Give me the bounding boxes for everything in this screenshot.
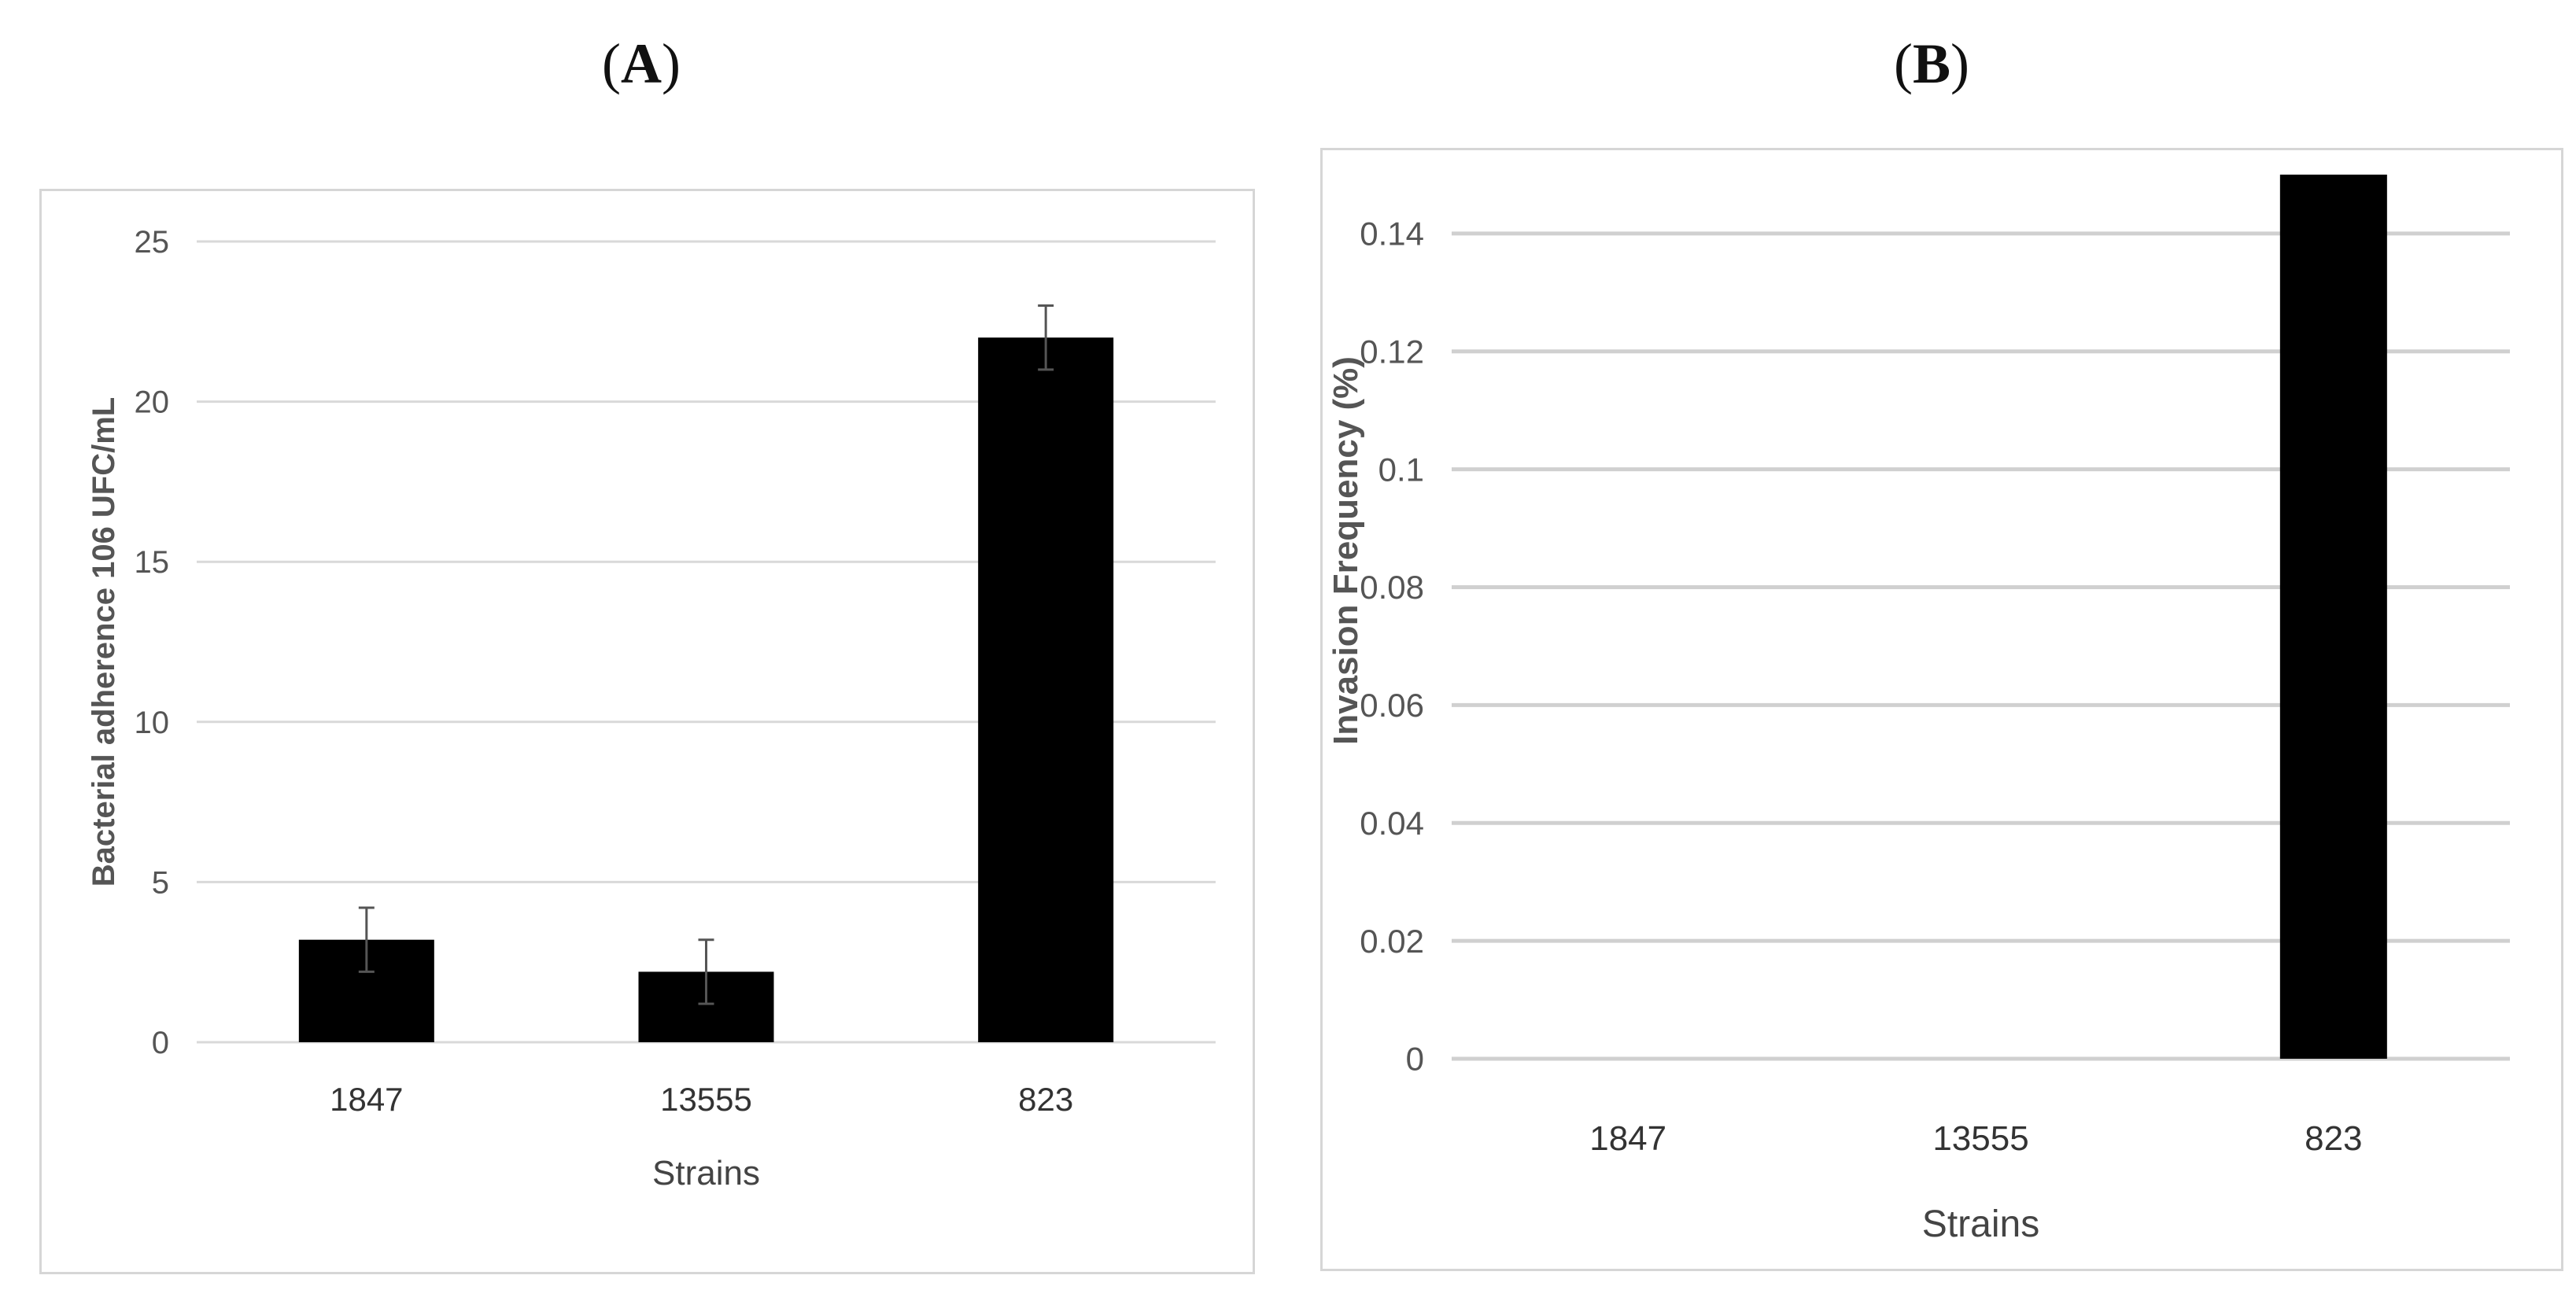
- chart-b-category-label: 13555: [1932, 1119, 2028, 1158]
- panel-label-b: (B): [1894, 32, 1969, 95]
- chart-b-category-label: 823: [2305, 1119, 2362, 1158]
- chart-a-category-label: 823: [1018, 1081, 1073, 1118]
- chart-a-ytick-label: 15: [135, 545, 170, 580]
- chart-a-bar: [978, 337, 1114, 1042]
- chart-b-ytick-label: 0.14: [1360, 216, 1424, 252]
- chart-a-category-label: 13555: [660, 1081, 752, 1118]
- chart-b-bar: [2279, 175, 2387, 1059]
- chart-b-ytick-label: 0: [1406, 1041, 1424, 1078]
- chart-a-x-axis-title: Strains: [652, 1154, 760, 1192]
- chart-b-x-axis-title: Strains: [1922, 1203, 2039, 1245]
- chart-b-ytick-label: 0.04: [1360, 805, 1424, 842]
- chart-b-ytick-label: 0.08: [1360, 569, 1424, 606]
- chart-a-ytick-label: 5: [152, 865, 169, 900]
- chart-a-ytick-label: 10: [135, 706, 170, 740]
- chart-a-ytick-label: 25: [135, 225, 170, 260]
- chart-b-ytick-label: 0.02: [1360, 923, 1424, 960]
- chart-b-ytick-label: 0.06: [1360, 687, 1424, 724]
- chart-a-ytick-label: 0: [152, 1026, 169, 1060]
- chart-b-ytick-label: 0.1: [1378, 451, 1424, 488]
- chart-a-y-axis-title: Bacterial adherence 106 UFC/mL: [87, 397, 121, 886]
- chart-b-ytick-label: 0.12: [1360, 334, 1424, 370]
- chart-b-category-label: 1847: [1589, 1119, 1666, 1158]
- chart-b-y-axis-title: Invasion Frequency (%): [1327, 356, 1365, 745]
- panel-label-a: (A): [602, 32, 681, 95]
- chart-a-category-label: 1847: [330, 1081, 403, 1118]
- chart-a-ytick-label: 20: [135, 385, 170, 420]
